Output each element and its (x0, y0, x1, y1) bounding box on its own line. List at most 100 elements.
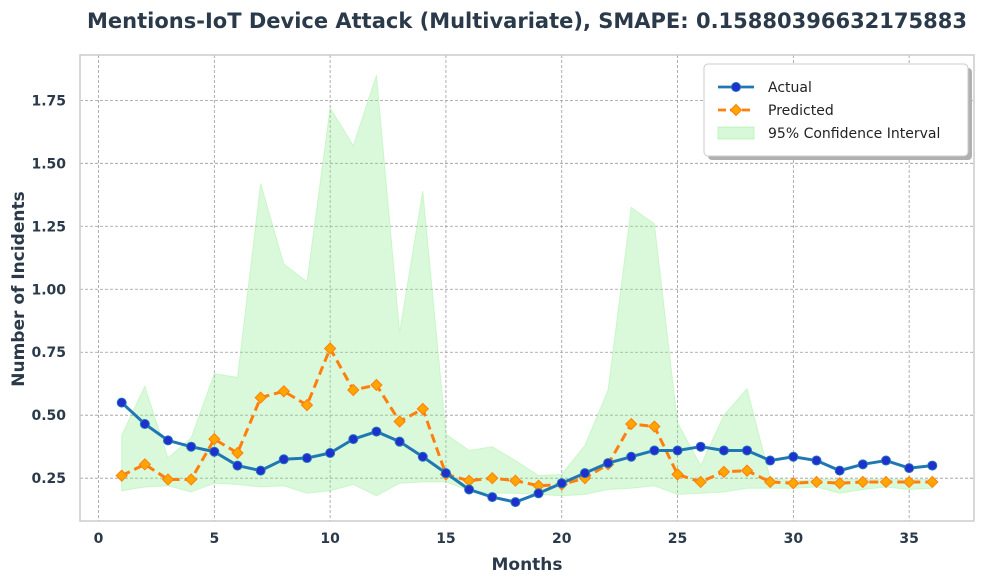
predicted-data-point (879, 475, 893, 489)
confidence-interval-layer (121, 74, 933, 497)
actual-data-point (325, 447, 336, 458)
predicted-data-point (486, 471, 499, 485)
predicted-data-point (416, 402, 429, 416)
predicted-data-point (370, 378, 383, 392)
actual-data-point (626, 451, 637, 462)
plot-frame (79, 54, 975, 522)
actual-data-point (834, 465, 845, 476)
predicted-data-point (231, 446, 244, 460)
y-tick-label: 0.50 (31, 408, 66, 424)
predicted-data-point (347, 383, 360, 397)
y-tick-label: 1.75 (31, 93, 66, 109)
predicted-data-point (254, 391, 267, 404)
actual-data-point (209, 446, 220, 457)
y-tick-labels: 0.25 0.50 0.75 1.00 1.25 1.50 1.75 (31, 93, 66, 487)
legend-predicted-marker (729, 103, 743, 117)
legend-actual-label: Actual (768, 80, 812, 96)
predicted-data-point (856, 475, 870, 489)
predicted-data-point (300, 398, 314, 412)
x-tick-label: 10 (320, 531, 340, 547)
actual-data-point (186, 441, 197, 452)
legend-ci-swatch (717, 126, 755, 140)
predicted-data-point (902, 475, 916, 489)
actual-data-point (880, 455, 891, 466)
predicted-data-point (648, 420, 661, 433)
x-tick-label: 30 (784, 531, 804, 547)
actual-data-point (440, 468, 451, 479)
legend-ci-label: 95% Confidence Interval (768, 126, 940, 142)
x-tick-label: 35 (899, 531, 918, 547)
predicted-data-point (138, 458, 152, 471)
actual-data-point (603, 458, 614, 469)
predicted-data-point (323, 342, 337, 355)
predicted-data-point (208, 432, 221, 446)
predicted-data-point (717, 465, 731, 479)
actual-data-point (904, 463, 915, 474)
actual-data-point (348, 434, 359, 445)
predicted-data-point (671, 468, 684, 481)
predicted-series-line (121, 346, 933, 488)
predicted-data-point (740, 464, 754, 477)
y-tick-label: 1.50 (31, 156, 66, 172)
actual-data-point (811, 455, 822, 466)
actual-data-point (301, 453, 312, 464)
y-axis-label: Number of Incidents (9, 191, 29, 386)
y-tick-label: 0.25 (31, 471, 66, 487)
actual-data-point (163, 435, 174, 446)
x-axis-label: Months (491, 555, 562, 575)
legend-predicted-label: Predicted (768, 103, 834, 119)
actual-data-point (278, 454, 289, 465)
actual-data-point (510, 497, 521, 508)
actual-data-point (116, 397, 127, 408)
predicted-data-point (926, 475, 939, 489)
predicted-data-point (810, 475, 823, 489)
actual-data-point (556, 478, 567, 489)
predicted-data-point (833, 477, 846, 490)
chart-title: Mentions-IoT Device Attack (Multivariate… (87, 9, 967, 33)
actual-data-point (718, 445, 729, 456)
actual-data-point (927, 460, 938, 471)
x-tick-label: 25 (668, 531, 687, 547)
actual-data-point (464, 484, 475, 495)
actual-data-point (672, 445, 683, 456)
y-tick-label: 0.75 (31, 345, 66, 361)
actual-data-point (788, 451, 799, 462)
actual-data-point (533, 488, 544, 499)
legend-actual-marker (731, 82, 741, 92)
actual-data-point (765, 455, 776, 466)
actual-data-point (139, 419, 150, 430)
actual-data-point (742, 445, 753, 456)
y-tick-label: 1.00 (31, 282, 66, 298)
actual-data-point (417, 451, 428, 462)
actual-data-point (255, 465, 266, 476)
predicted-data-point (184, 473, 198, 486)
actual-data-point (579, 468, 590, 479)
predicted-data-point (277, 385, 291, 398)
confidence-interval-band (121, 74, 933, 497)
predicted-data-point (393, 415, 406, 428)
x-tick-label: 5 (209, 531, 219, 547)
actual-data-point (371, 426, 382, 437)
predicted-data-point (625, 417, 638, 431)
series-layer (115, 342, 939, 508)
actual-data-point (649, 445, 660, 456)
legend: Actual Predicted 95% Confidence Interval (703, 63, 972, 160)
predicted-data-point (787, 477, 800, 490)
actual-data-point (695, 441, 706, 452)
y-tick-label: 1.25 (31, 219, 66, 235)
predicted-data-point (694, 475, 707, 489)
legend-box (703, 63, 969, 157)
actual-data-point (394, 436, 405, 447)
x-tick-label: 0 (94, 531, 104, 547)
predicted-data-point (161, 473, 175, 486)
actual-data-point (857, 459, 868, 470)
actual-data-point (487, 492, 498, 503)
x-tick-labels: 0 5 10 15 20 25 30 35 (94, 531, 919, 547)
x-tick-label: 15 (436, 531, 455, 547)
actual-data-point (232, 460, 243, 471)
predicted-data-point (763, 475, 777, 489)
x-tick-label: 20 (552, 531, 572, 547)
predicted-data-point (115, 469, 128, 482)
predicted-data-point (509, 474, 522, 487)
